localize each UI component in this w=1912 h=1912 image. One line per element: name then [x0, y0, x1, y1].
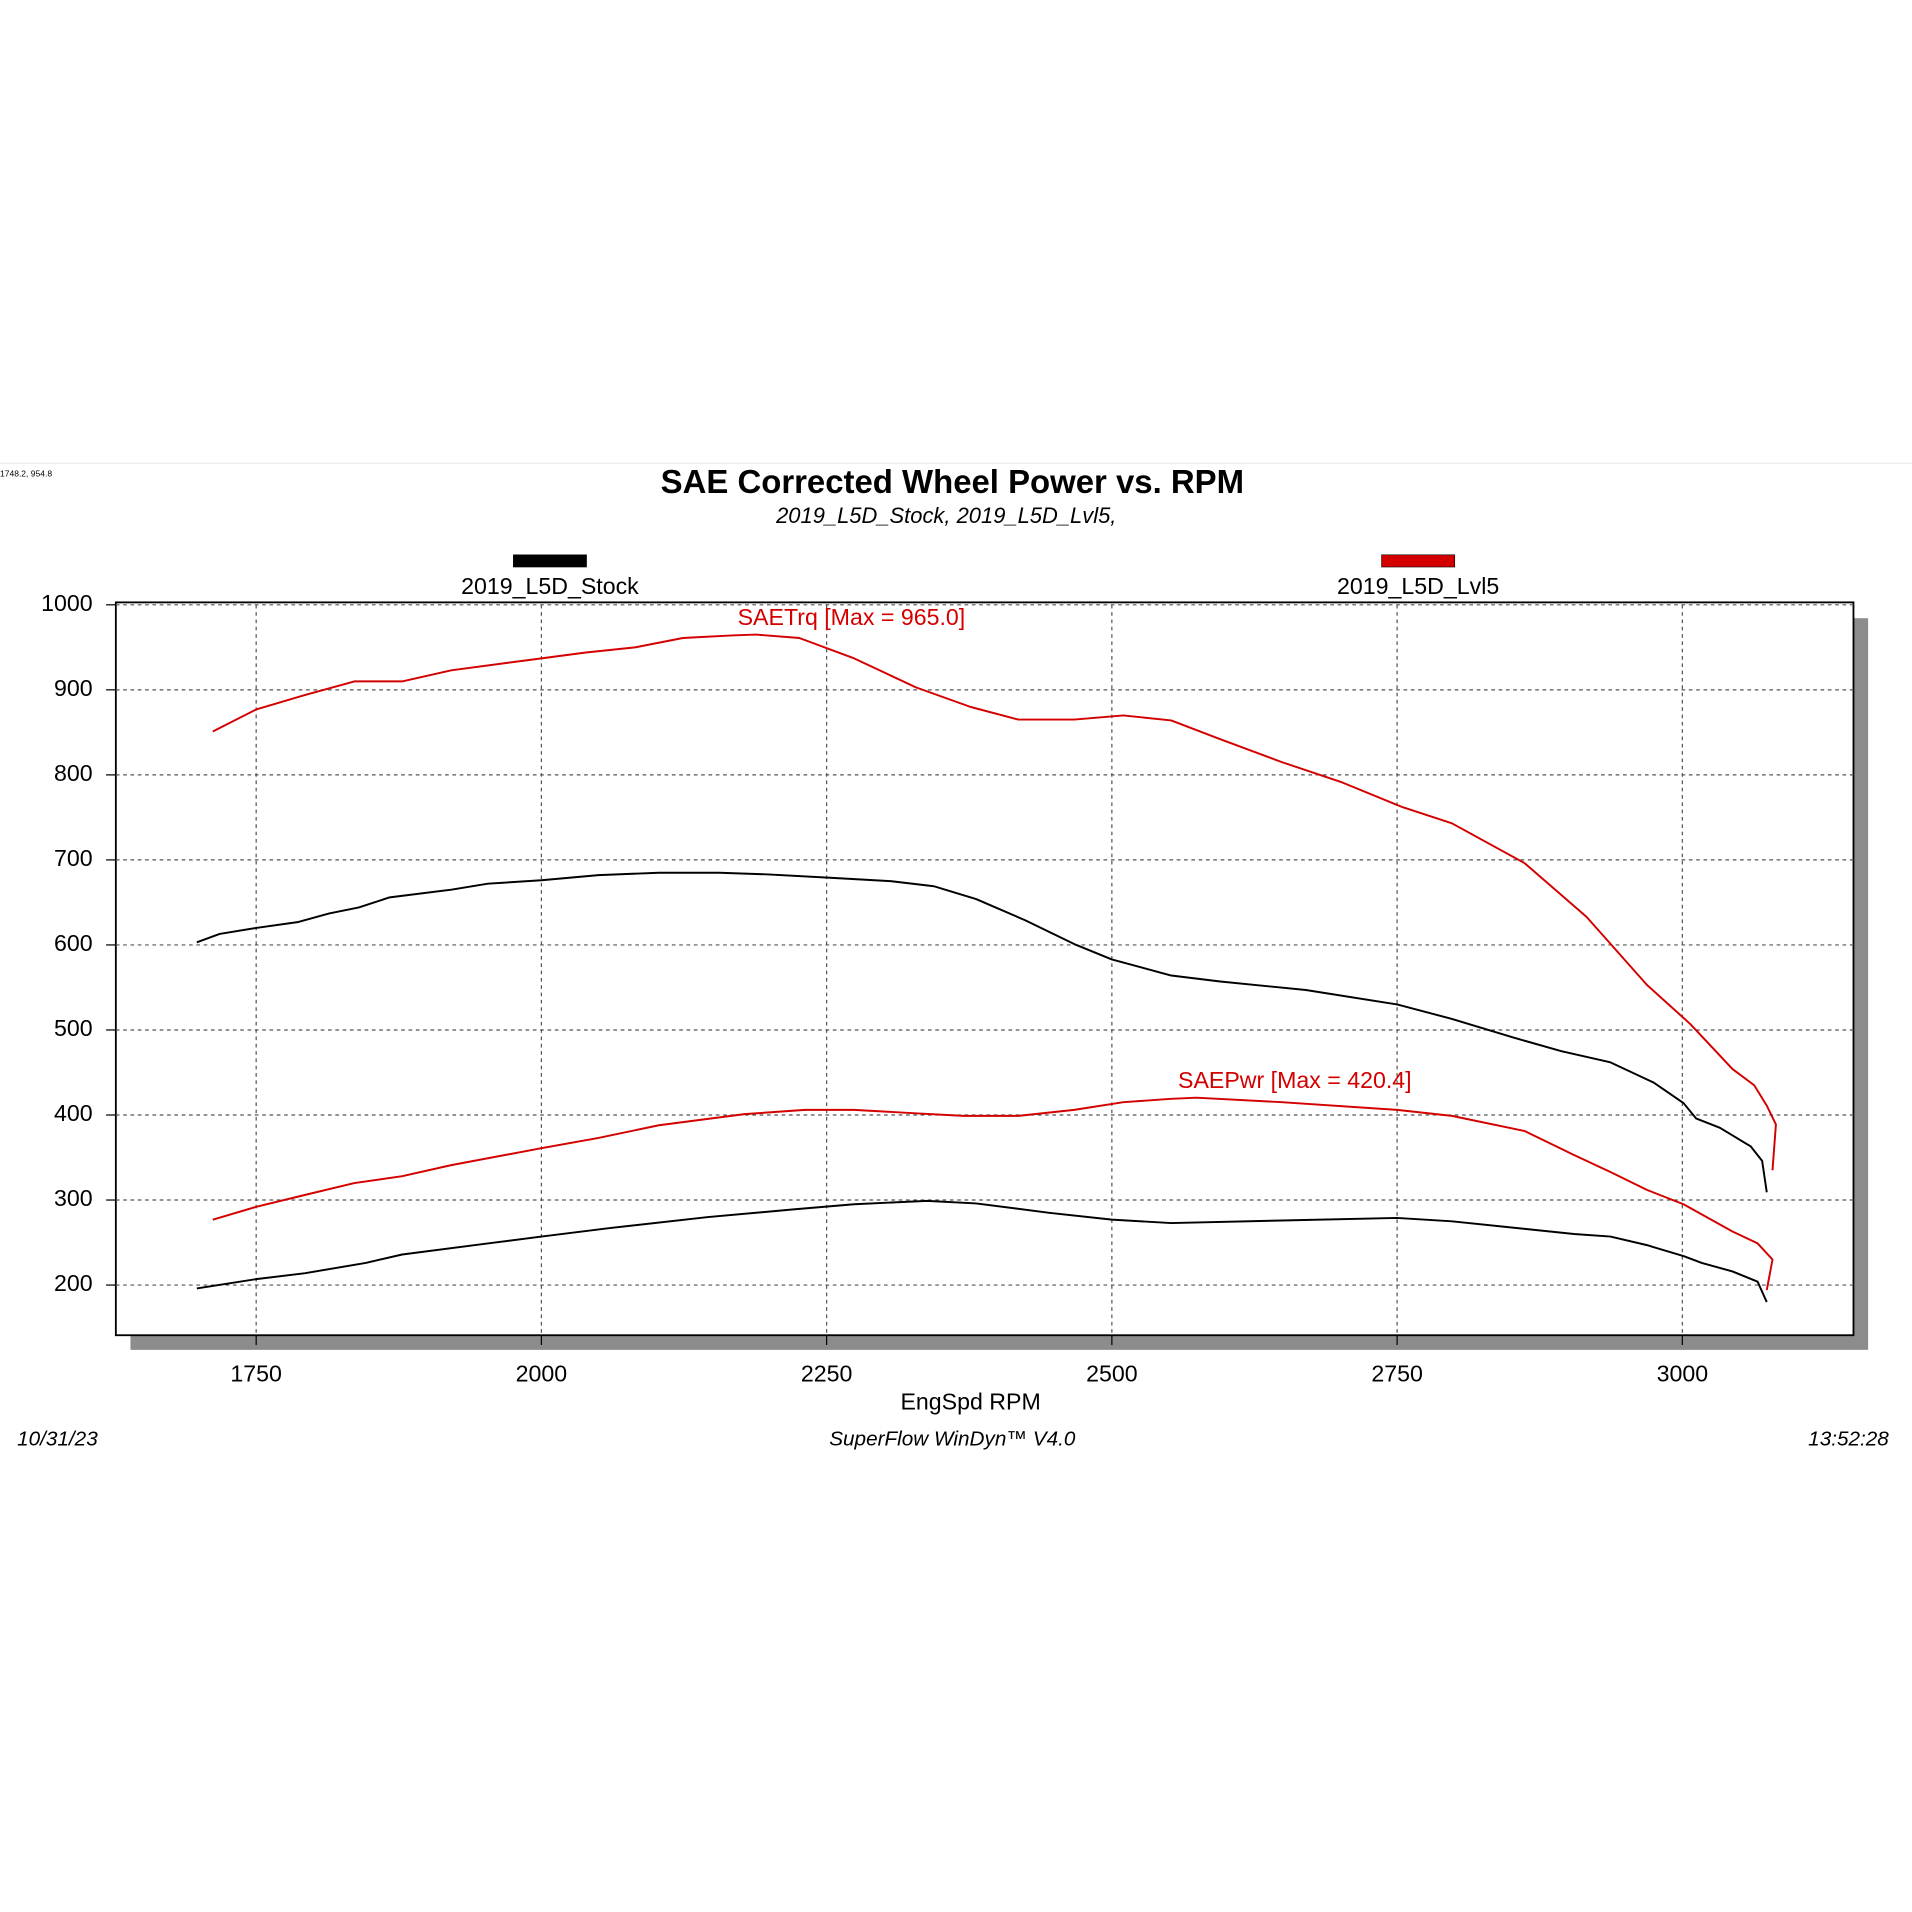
x-axis-label: EngSpd RPM	[900, 1389, 1040, 1415]
max-annotation: SAETrq [Max = 965.0]	[738, 604, 966, 630]
torque-line	[196, 871, 1768, 1193]
legend-swatch	[1381, 554, 1456, 568]
x-tick-label: 2500	[1086, 1361, 1138, 1387]
x-tick-label: 2750	[1371, 1361, 1423, 1387]
legend-label: 2019_L5D_Stock	[461, 573, 639, 599]
footer-time: 13:52:28	[1808, 1428, 1889, 1451]
footer-software: SuperFlow WinDyn™ V4.0	[829, 1428, 1076, 1451]
x-tick-label: 2250	[801, 1361, 853, 1387]
y-tick-label: 700	[54, 845, 93, 871]
chart-subtitle: 2019_L5D_Stock, 2019_L5D_Lvl5,	[775, 503, 1116, 528]
y-tick-label: 200	[54, 1270, 93, 1296]
y-tick-label: 600	[54, 930, 93, 956]
x-tick-label: 3000	[1657, 1361, 1709, 1387]
torque-line	[212, 633, 1777, 1171]
y-tick-label: 900	[54, 675, 93, 701]
y-tick-label: 300	[54, 1185, 93, 1211]
max-annotation: SAEPwr [Max = 420.4]	[1178, 1067, 1412, 1093]
footer-date: 10/31/23	[17, 1428, 98, 1451]
y-tick-label: 1000	[41, 590, 93, 616]
y-tick-label: 400	[54, 1100, 93, 1126]
power-line	[212, 1096, 1774, 1291]
legend-label: 2019_L5D_Lvl5	[1337, 573, 1499, 599]
legend-swatch	[513, 554, 587, 568]
y-tick-label: 800	[54, 760, 93, 786]
y-tick-label: 500	[54, 1015, 93, 1041]
x-tick-label: 1750	[230, 1361, 282, 1387]
x-tick-label: 2000	[516, 1361, 568, 1387]
plot-area	[114, 601, 1855, 1337]
cursor-readout: 1748.2, 954.8	[0, 469, 52, 479]
chart-title: SAE Corrected Wheel Power vs. RPM	[661, 463, 1244, 500]
power-line	[196, 1199, 1768, 1303]
